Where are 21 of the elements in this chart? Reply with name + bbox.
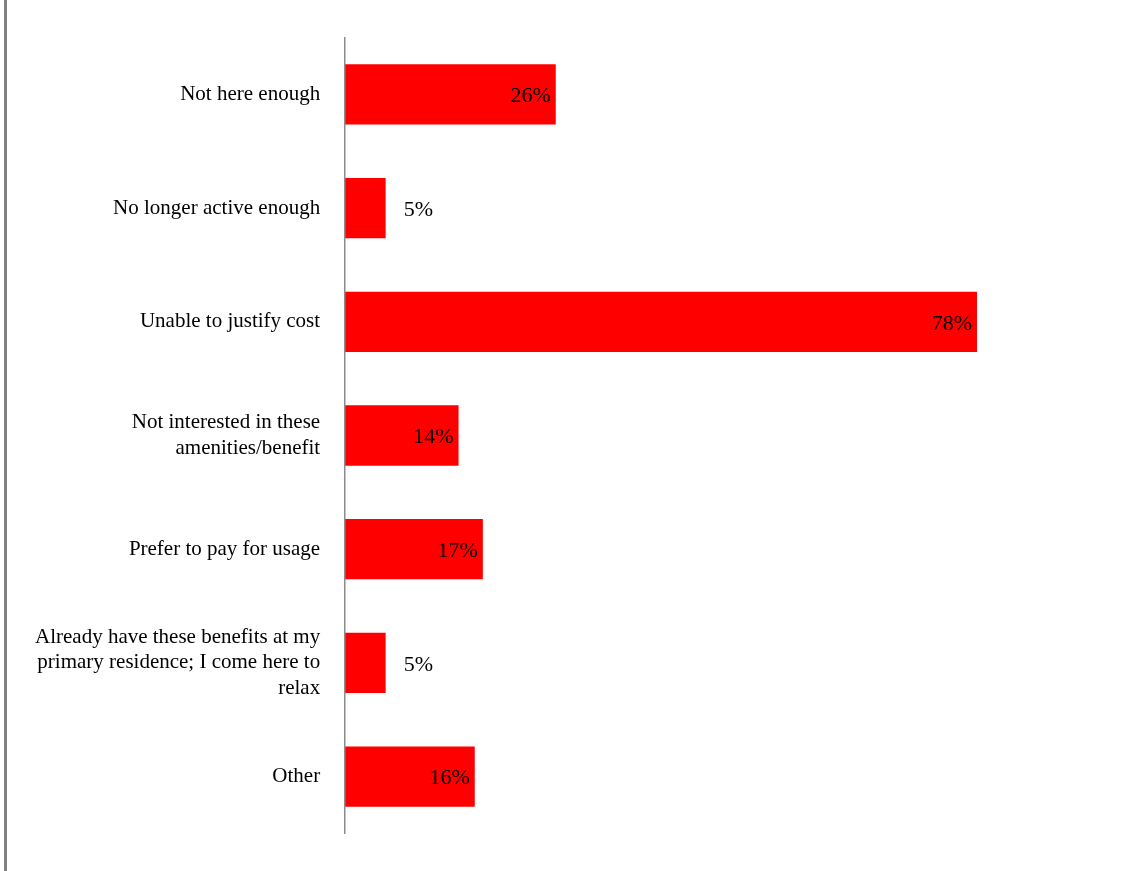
y-tick-label: Other <box>272 763 321 788</box>
data-label: 26% <box>510 82 551 108</box>
bar <box>345 405 459 466</box>
y-tick-label: Not interested in these amenities/benefit <box>131 409 321 459</box>
data-label: 5% <box>403 195 433 221</box>
y-tick-label: Unable to justify cost <box>139 308 321 333</box>
data-label: 14% <box>413 423 454 449</box>
y-tick-label: Already have these benefits at my primary residence; I come here to relax <box>35 624 321 699</box>
data-label: 5% <box>403 650 433 676</box>
bar <box>345 746 475 807</box>
y-tick-label: No longer active enough <box>113 194 321 219</box>
bar <box>345 64 556 125</box>
bar <box>345 519 483 580</box>
y-tick-label: Not here enough <box>180 80 321 105</box>
data-label: 17% <box>437 536 478 562</box>
bar <box>345 291 977 352</box>
bar <box>345 178 386 239</box>
data-label: 78% <box>931 309 972 335</box>
bar <box>345 632 386 693</box>
data-label: 16% <box>429 764 470 790</box>
y-tick-label: Prefer to pay for usage <box>128 535 321 560</box>
